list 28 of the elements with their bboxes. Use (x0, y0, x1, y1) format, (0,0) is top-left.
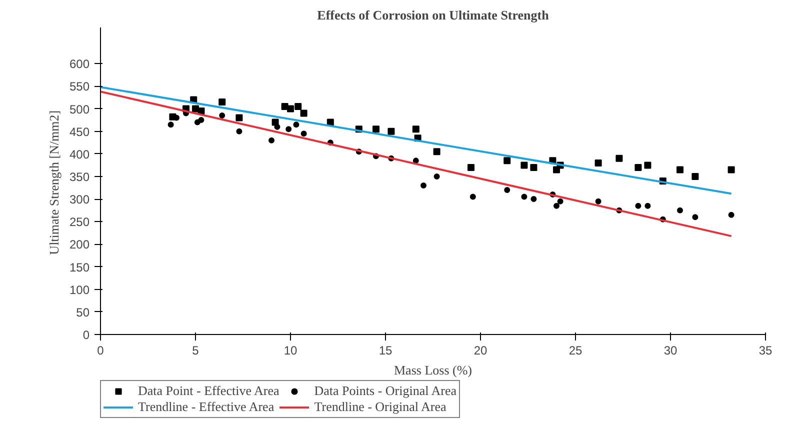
x-tick-label: 20 (474, 344, 488, 358)
legend-label: Trendline - Original Area (314, 399, 446, 415)
x-tick-label: 15 (378, 344, 392, 358)
y-tick-label: 600 (69, 57, 90, 72)
y-tick-label: 50 (76, 305, 90, 320)
y-tick-label: 400 (69, 147, 90, 162)
y-tick-label: 300 (69, 192, 90, 207)
y-tick-label: 450 (69, 124, 90, 139)
x-tick-label: 0 (97, 344, 104, 358)
y-tick-label: 100 (69, 282, 90, 297)
x-axis-title: Mass Loss (%) (394, 362, 472, 378)
y-tick-label: 0 (82, 328, 90, 342)
y-tick-label: 250 (69, 215, 90, 230)
x-tick-label: 30 (664, 344, 678, 358)
y-axis-title: Ultimate Strength [N/mm2] (46, 110, 62, 255)
y-tick-label: 550 (69, 80, 90, 94)
legend-label: Data Point - Effective Area (138, 383, 280, 399)
y-tick-label: 150 (69, 260, 90, 274)
chart-title: Effects of Corrosion on Ultimate Strength (317, 8, 550, 22)
legend-label: Trendline - Effective Area (138, 399, 274, 415)
y-tick-label: 350 (69, 170, 90, 184)
x-tick-label: 5 (192, 344, 200, 358)
x-tick-label: 35 (758, 344, 772, 358)
legend-label: Data Points - Original Area (314, 383, 457, 399)
x-tick-label: 10 (284, 344, 298, 358)
y-tick-label: 500 (69, 102, 90, 116)
y-tick-label: 200 (69, 238, 90, 252)
x-tick-label: 25 (568, 344, 582, 358)
